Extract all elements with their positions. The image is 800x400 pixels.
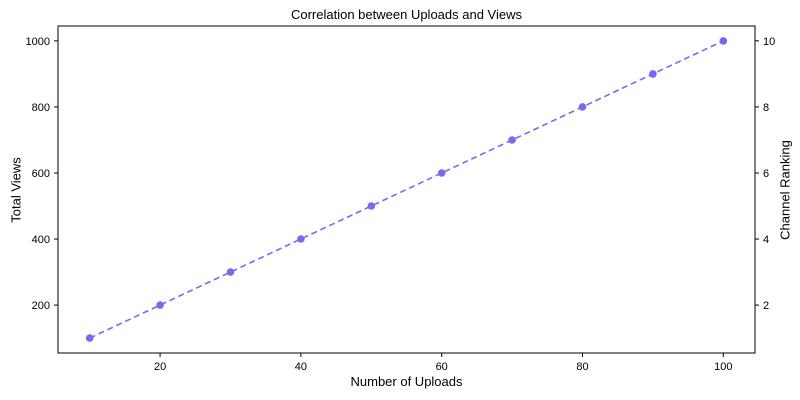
y-tick-label-left: 200	[32, 300, 50, 312]
x-tick-label: 80	[576, 361, 588, 373]
data-point	[367, 202, 376, 210]
y-tick-label-right: 6	[763, 168, 769, 180]
y-axis-label-left: Total Views	[8, 157, 24, 223]
y-tick-label-right: 4	[763, 234, 769, 246]
y-tick-label-right: 8	[763, 102, 769, 114]
dashed-trend-line	[89, 40, 724, 339]
y-tick-label-right: 2	[763, 300, 769, 312]
data-point	[156, 301, 164, 309]
x-tick-label: 40	[295, 361, 307, 373]
y-tick-label-right: 10	[763, 36, 775, 48]
y-tick-label-left: 600	[32, 168, 50, 180]
y-tick-label-left: 800	[32, 102, 50, 114]
x-tick-label: 20	[154, 361, 166, 373]
plot-border	[57, 25, 756, 354]
chart-title: Correlation between Uploads and Views	[290, 7, 522, 22]
data-point	[508, 136, 516, 144]
y-tick-label-left: 1000	[26, 36, 50, 48]
data-point	[578, 103, 587, 111]
x-axis-label: Number of Uploads	[350, 374, 463, 389]
data-point	[226, 268, 235, 276]
data-point	[437, 169, 446, 177]
x-tick-label: 100	[714, 361, 732, 373]
x-tick-label: 60	[436, 361, 448, 373]
y-tick-label-left: 400	[32, 234, 50, 246]
data-point	[719, 37, 728, 45]
y-axis-label-right: Channel Ranking	[777, 140, 793, 240]
data-point	[85, 334, 94, 342]
data-point	[297, 235, 305, 243]
data-point	[649, 70, 657, 78]
